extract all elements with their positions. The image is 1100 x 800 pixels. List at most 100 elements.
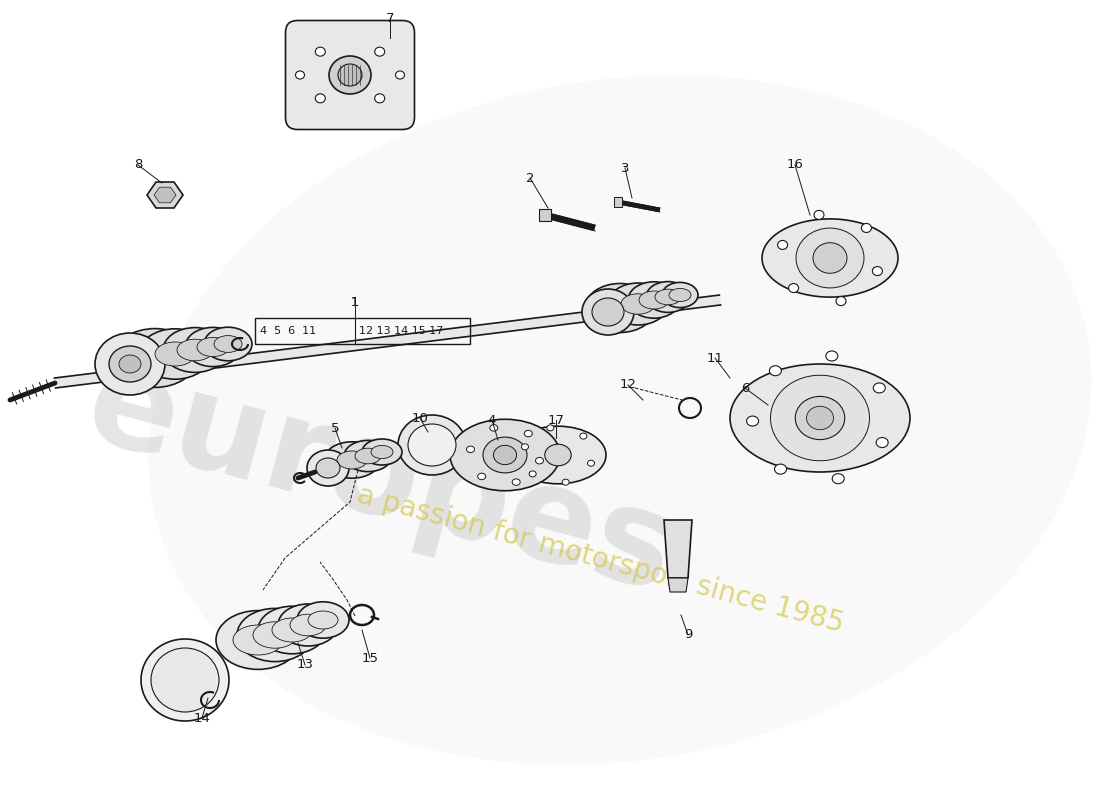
Ellipse shape <box>833 474 844 484</box>
Ellipse shape <box>477 473 486 480</box>
Ellipse shape <box>873 383 886 393</box>
Text: a passion for motorsport since 1985: a passion for motorsport since 1985 <box>353 482 846 638</box>
Text: 8: 8 <box>134 158 142 171</box>
Ellipse shape <box>375 47 385 56</box>
Text: 9: 9 <box>684 629 692 642</box>
Ellipse shape <box>585 283 654 333</box>
Ellipse shape <box>654 289 681 305</box>
Ellipse shape <box>778 241 788 250</box>
Ellipse shape <box>662 282 698 308</box>
Text: 16: 16 <box>786 158 803 171</box>
Ellipse shape <box>290 614 326 636</box>
Ellipse shape <box>483 437 527 473</box>
Ellipse shape <box>296 71 305 79</box>
Ellipse shape <box>774 464 786 474</box>
Ellipse shape <box>197 338 229 357</box>
Ellipse shape <box>762 219 898 297</box>
Ellipse shape <box>544 444 571 466</box>
Ellipse shape <box>608 283 668 325</box>
Ellipse shape <box>109 346 151 382</box>
Ellipse shape <box>185 327 241 366</box>
Ellipse shape <box>324 442 380 478</box>
Ellipse shape <box>214 336 242 352</box>
Text: 17: 17 <box>548 414 564 426</box>
Ellipse shape <box>297 602 349 638</box>
Ellipse shape <box>338 64 362 86</box>
Text: 7: 7 <box>386 11 394 25</box>
Polygon shape <box>154 187 176 202</box>
Text: europes: europes <box>73 341 688 619</box>
Ellipse shape <box>344 440 392 472</box>
Ellipse shape <box>510 426 606 484</box>
Ellipse shape <box>814 210 824 219</box>
Ellipse shape <box>233 625 283 655</box>
Text: 6: 6 <box>740 382 749 394</box>
Polygon shape <box>668 578 688 592</box>
Ellipse shape <box>329 56 371 94</box>
Ellipse shape <box>747 416 759 426</box>
Ellipse shape <box>513 479 520 486</box>
Text: 3: 3 <box>620 162 629 174</box>
Ellipse shape <box>141 639 229 721</box>
Ellipse shape <box>525 430 532 437</box>
Ellipse shape <box>371 446 393 458</box>
Ellipse shape <box>494 446 517 465</box>
Ellipse shape <box>316 94 326 103</box>
Ellipse shape <box>466 446 474 453</box>
FancyBboxPatch shape <box>286 21 415 130</box>
Ellipse shape <box>639 291 669 309</box>
Ellipse shape <box>490 425 498 431</box>
Ellipse shape <box>163 328 227 372</box>
Text: 4: 4 <box>487 414 496 426</box>
Ellipse shape <box>836 297 846 306</box>
Ellipse shape <box>337 451 367 469</box>
Ellipse shape <box>536 458 543 464</box>
Polygon shape <box>147 182 183 208</box>
Text: 12: 12 <box>619 378 637 391</box>
Ellipse shape <box>770 375 869 461</box>
Ellipse shape <box>278 604 338 646</box>
Ellipse shape <box>813 242 847 274</box>
Polygon shape <box>614 197 622 207</box>
Ellipse shape <box>795 396 845 440</box>
Ellipse shape <box>521 444 528 450</box>
Text: 4  5  6  11: 4 5 6 11 <box>260 326 316 336</box>
Ellipse shape <box>204 327 252 361</box>
Ellipse shape <box>826 351 838 361</box>
Ellipse shape <box>587 460 594 466</box>
Ellipse shape <box>669 288 691 302</box>
Ellipse shape <box>155 342 195 366</box>
Text: 11: 11 <box>706 351 724 365</box>
Polygon shape <box>54 295 720 388</box>
Ellipse shape <box>646 282 690 312</box>
Ellipse shape <box>216 610 300 670</box>
Polygon shape <box>539 209 551 221</box>
Ellipse shape <box>355 448 381 464</box>
Text: 15: 15 <box>362 651 378 665</box>
Ellipse shape <box>730 364 910 472</box>
Ellipse shape <box>316 458 340 478</box>
Ellipse shape <box>592 298 624 326</box>
Text: 1: 1 <box>351 295 360 309</box>
Ellipse shape <box>95 333 165 395</box>
Ellipse shape <box>139 329 211 379</box>
Ellipse shape <box>450 419 560 490</box>
Ellipse shape <box>396 71 405 79</box>
Ellipse shape <box>861 223 871 233</box>
Text: 10: 10 <box>411 411 428 425</box>
Ellipse shape <box>877 438 888 447</box>
Polygon shape <box>664 520 692 578</box>
Ellipse shape <box>258 606 326 654</box>
Ellipse shape <box>151 648 219 712</box>
Ellipse shape <box>307 450 349 486</box>
Ellipse shape <box>113 329 197 387</box>
Ellipse shape <box>308 611 338 629</box>
Ellipse shape <box>316 47 326 56</box>
Text: 14: 14 <box>194 711 210 725</box>
Text: 1: 1 <box>351 297 359 310</box>
Text: 13: 13 <box>297 658 313 671</box>
Ellipse shape <box>562 479 569 485</box>
Ellipse shape <box>789 283 799 293</box>
Ellipse shape <box>148 75 1091 765</box>
Ellipse shape <box>547 425 553 431</box>
